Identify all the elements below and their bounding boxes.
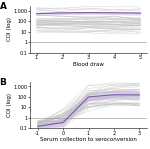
Text: B: B xyxy=(0,78,6,87)
Y-axis label: COI (log): COI (log) xyxy=(7,17,12,41)
X-axis label: Serum collection to seroconversion: Serum collection to seroconversion xyxy=(40,137,137,142)
Y-axis label: COI (log): COI (log) xyxy=(7,93,12,117)
Text: A: A xyxy=(0,2,7,11)
X-axis label: Blood draw: Blood draw xyxy=(73,62,104,67)
